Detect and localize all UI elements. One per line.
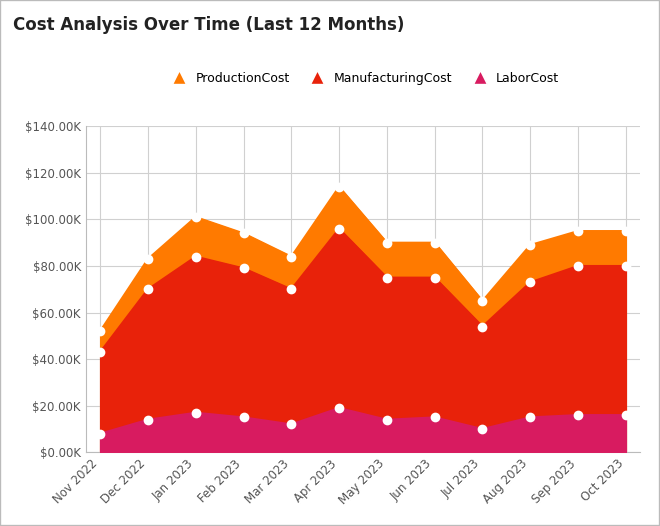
Legend: ProductionCost, ManufacturingCost, LaborCost: ProductionCost, ManufacturingCost, Labor…: [162, 67, 564, 90]
Text: Cost Analysis Over Time (Last 12 Months): Cost Analysis Over Time (Last 12 Months): [13, 16, 405, 34]
